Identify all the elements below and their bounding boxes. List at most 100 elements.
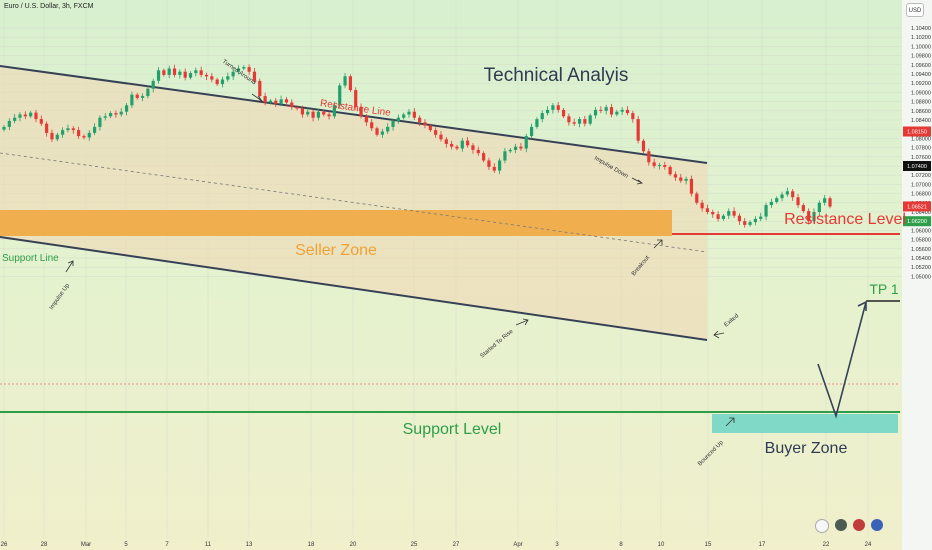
us-flag-icon[interactable]: [871, 519, 883, 531]
candle-body: [492, 166, 496, 171]
channel-fill: [0, 66, 707, 340]
currency-badge[interactable]: USD: [906, 3, 924, 17]
candle-body: [322, 111, 326, 115]
candle-body: [77, 130, 81, 137]
support-line-label: Support Line: [2, 253, 59, 264]
candle-body: [753, 218, 757, 223]
resistance-level-label: Resistance Level: [784, 211, 906, 228]
candle-body: [450, 143, 454, 147]
candle-body: [631, 113, 635, 120]
candle-body: [407, 111, 411, 115]
symbol-title: Euro / U.S. Dollar, 3h, FXCM: [4, 3, 94, 10]
bounced-up-arrow: [725, 417, 735, 427]
candle-body: [402, 114, 406, 118]
candle-body: [316, 111, 321, 118]
candle-body: [252, 71, 257, 81]
candle-body: [61, 130, 65, 135]
candle-body: [178, 71, 182, 75]
chart-title: Technical Analyis: [484, 65, 629, 86]
candle-body: [759, 216, 763, 219]
buyer-zone-box: [712, 414, 898, 433]
price-level-badge: [903, 126, 931, 137]
resistance-trendline: [0, 65, 708, 164]
candle-body: [828, 198, 832, 207]
time-axis: 26 28 Mar 5 7 11 13 18 20 25 27 Apr 3 8 10 15 17 22 24: [1, 542, 872, 548]
price-tick-label: 1.09000: [911, 90, 931, 96]
candle-body: [801, 205, 805, 212]
time-tick-label: 8: [619, 542, 623, 548]
candle-body: [23, 114, 27, 117]
candle-body: [434, 130, 438, 135]
support-level-label: Support Level: [403, 421, 502, 438]
candle-body: [663, 165, 667, 167]
candle-body: [146, 88, 150, 97]
candle-body: [242, 67, 246, 69]
time-tick-label: 27: [453, 542, 460, 548]
channel-midline: [0, 152, 708, 253]
candle-body: [226, 76, 230, 80]
candle-body: [748, 222, 752, 225]
price-tick-label: 1.06800: [911, 192, 931, 198]
candle-body: [439, 134, 443, 140]
candle-body: [700, 202, 704, 209]
exited-arrow: [713, 330, 725, 339]
candle-body: [71, 128, 75, 131]
candle-body: [300, 108, 305, 115]
candle-body: [540, 113, 544, 120]
candle-body: [194, 70, 198, 74]
candle-body: [796, 197, 800, 206]
candle-body: [114, 113, 118, 115]
candle-body: [695, 193, 699, 203]
target-icon[interactable]: [835, 519, 847, 531]
candle-body: [18, 114, 22, 118]
lightning-icon[interactable]: [815, 519, 829, 533]
candle-body: [348, 76, 352, 91]
price-level-badge: [903, 161, 931, 171]
candle-body: [775, 198, 779, 202]
candle-body: [823, 198, 827, 203]
time-tick-label: 28: [41, 542, 48, 548]
candle-body: [727, 211, 731, 216]
price-level-label: 1.07400: [907, 164, 927, 170]
candle-body: [162, 70, 166, 75]
candle-body: [482, 153, 486, 161]
candle-body: [498, 160, 502, 171]
candle-body: [471, 145, 475, 150]
candle-body: [764, 205, 768, 217]
price-axis: 1.10400 1.10200 1.10000 1.09800 1.09600 1.094…: [902, 0, 932, 550]
price-tick-label: 1.08800: [911, 100, 931, 106]
candle-body: [620, 109, 624, 112]
candle-body: [423, 122, 427, 126]
candle-body: [210, 76, 214, 80]
price-tick-label: 1.08400: [911, 118, 931, 124]
price-tick-label: 1.05600: [911, 247, 931, 253]
candle-body: [258, 80, 262, 97]
price-tick-label: 1.05800: [911, 238, 931, 244]
started-to-rise-arrow: [515, 318, 529, 326]
flag-icon[interactable]: [853, 519, 865, 531]
candle-body: [604, 107, 608, 111]
price-tick-label: 1.07600: [911, 155, 931, 161]
candle-body: [529, 126, 534, 137]
candle-body: [466, 140, 470, 146]
price-tick-label: 1.07000: [911, 182, 931, 188]
time-tick-label: 10: [658, 542, 665, 548]
price-tick-label: 1.08000: [911, 136, 931, 142]
price-tick-label: 1.08600: [911, 109, 931, 115]
candle-body: [460, 140, 464, 149]
candle-body: [135, 94, 139, 98]
time-tick-label: 11: [205, 542, 212, 548]
candle-body: [817, 202, 821, 212]
time-tick-label: 7: [165, 542, 169, 548]
buyer-zone-label: Buyer Zone: [765, 440, 848, 457]
candle-body: [615, 111, 619, 115]
candle-body: [743, 221, 747, 225]
time-tick-label: 24: [865, 542, 872, 548]
candle-body: [13, 117, 17, 121]
candle-body: [716, 214, 720, 219]
candle-body: [412, 111, 416, 118]
candle-body: [364, 116, 368, 123]
price-tick-label: 1.09600: [911, 63, 931, 69]
candle-body: [82, 136, 86, 138]
